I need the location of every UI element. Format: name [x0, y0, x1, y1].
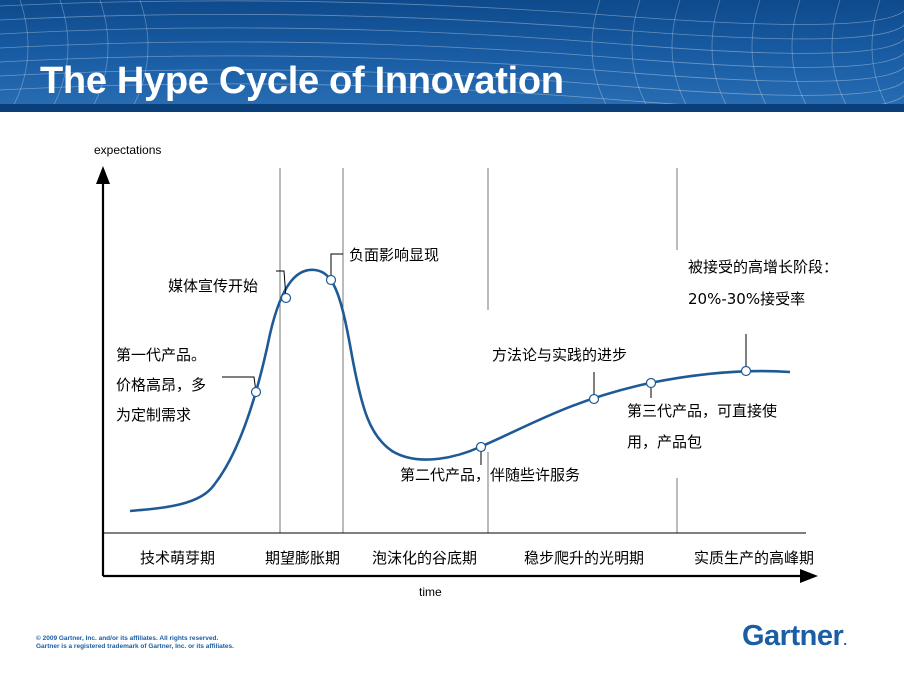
- annotation-third-gen-1: 第三代产品，可直接使: [627, 402, 777, 420]
- marker-second-gen: [475, 441, 487, 453]
- annotation-media: 媒体宣传开始: [168, 277, 258, 295]
- phase-label-2: 期望膨胀期: [265, 549, 340, 567]
- trademark-text: Gartner is a registered trademark of Gar…: [36, 643, 234, 650]
- annotation-first-gen-2: 价格高昂，多: [116, 376, 206, 394]
- x-axis-arrow: [800, 569, 818, 583]
- annotation-first-gen-1: 第一代产品。: [116, 346, 206, 364]
- leader-2: [276, 270, 287, 299]
- logo-dot: .: [843, 632, 847, 648]
- y-axis-arrow: [96, 166, 110, 184]
- phase-label-3: 泡沫化的谷底期: [372, 549, 477, 567]
- leader-1: [222, 376, 257, 393]
- annotation-third-gen-2: 用，产品包: [627, 433, 702, 451]
- hype-curve: [129, 268, 791, 513]
- y-axis-label: expectations: [94, 143, 161, 157]
- header-banner: [0, 0, 904, 112]
- annotation-adoption-2: 20%-30%接受率: [688, 290, 805, 308]
- x-axis-label: time: [419, 585, 442, 599]
- marker-methodology: [588, 393, 600, 405]
- phase-label-4: 稳步爬升的光明期: [524, 549, 644, 567]
- annotation-second-gen: 第二代产品，伴随些许服务: [400, 466, 580, 484]
- phase-label-5: 实质生产的高峰期: [694, 549, 814, 567]
- footer-legal: © 2009 Gartner, Inc. and/or its affiliat…: [36, 635, 234, 651]
- page-title: The Hype Cycle of Innovation: [40, 60, 564, 102]
- annotation-methodology: 方法论与实践的进步: [492, 346, 627, 364]
- marker-negative: [325, 274, 337, 286]
- marker-adoption: [740, 365, 752, 377]
- header-band: [0, 104, 904, 112]
- annotation-negative: 负面影响显现: [349, 246, 439, 264]
- mesh-background: [0, 0, 904, 112]
- marker-third-gen: [645, 377, 657, 389]
- phase-dividers: [279, 168, 678, 533]
- gartner-logo: Gartner.: [742, 620, 847, 653]
- phase-label-1: 技术萌芽期: [140, 549, 215, 567]
- annotation-adoption-1: 被接受的高增长阶段：: [688, 258, 838, 276]
- leader-3: [330, 253, 343, 280]
- copyright-text: © 2009 Gartner, Inc. and/or its affiliat…: [36, 635, 219, 642]
- annotation-first-gen-3: 为定制需求: [116, 406, 191, 424]
- logo-text: Gartner: [742, 620, 844, 652]
- marker-first-gen: [250, 386, 262, 398]
- marker-media: [280, 292, 292, 304]
